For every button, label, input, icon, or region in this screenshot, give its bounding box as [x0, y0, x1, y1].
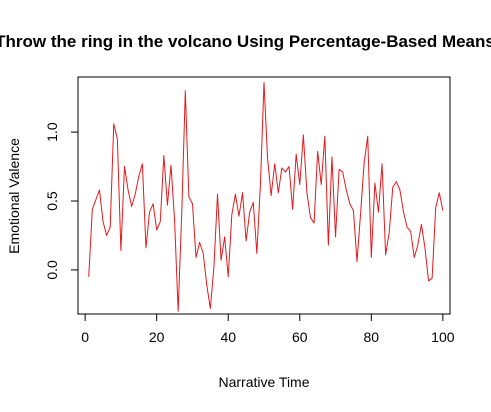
- x-tick-label: 80: [364, 329, 380, 345]
- series-layer: [88, 82, 444, 312]
- y-tick-label: 0.5: [44, 191, 60, 211]
- x-tick-label: 100: [431, 329, 455, 345]
- y-tick-label: 1.0: [44, 122, 60, 142]
- x-axis-label: Narrative Time: [218, 374, 309, 390]
- y-axis: 0.0 0.5 1.0: [44, 122, 79, 280]
- x-tick-label: 20: [149, 329, 165, 345]
- x-axis: 0 20 40 60 80 100: [81, 313, 455, 345]
- y-tick-label: 0.0: [44, 260, 60, 280]
- x-tick-label: 40: [220, 329, 236, 345]
- y-axis-label: Emotional Valence: [6, 138, 22, 254]
- chart-title: Throw the ring in the volcano Using Perc…: [0, 32, 491, 51]
- x-tick-label: 60: [292, 329, 308, 345]
- x-tick-label: 0: [81, 329, 89, 345]
- plot-frame: [77, 76, 451, 315]
- series-line: [88, 82, 444, 312]
